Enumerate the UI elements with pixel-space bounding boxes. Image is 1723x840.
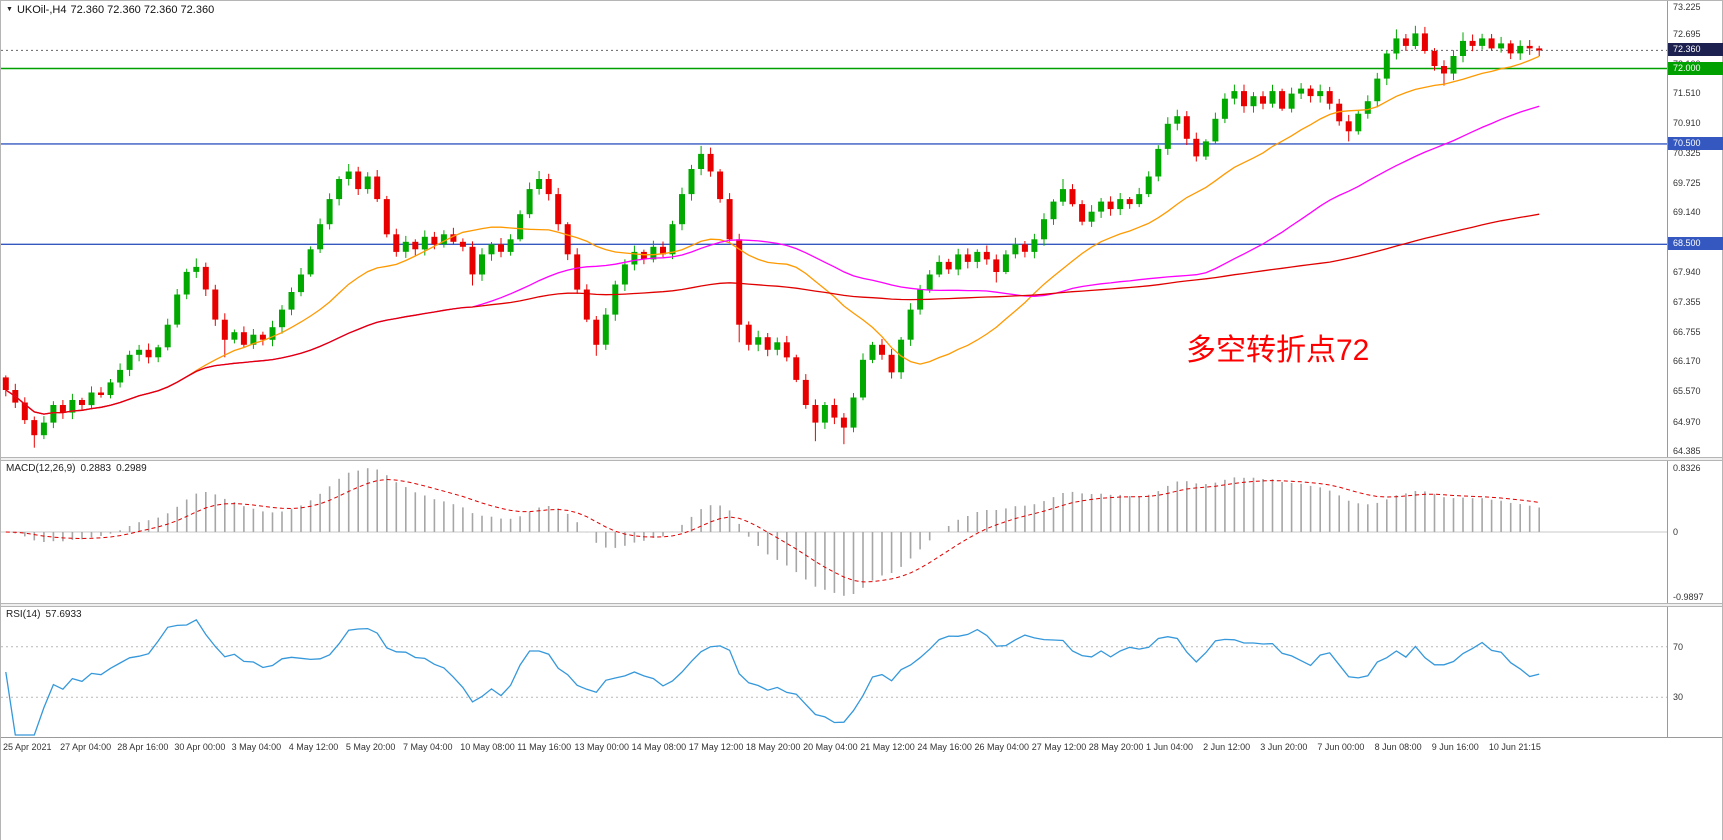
time-tick-label: 14 May 08:00 xyxy=(631,742,687,752)
rsi-plot-area[interactable] xyxy=(1,607,1669,737)
time-tick-label: 28 May 20:00 xyxy=(1088,742,1144,752)
time-tick-label: 1 Jun 04:00 xyxy=(1146,742,1194,752)
price-level-badge: 72.000 xyxy=(1668,61,1723,75)
bottom-spacer xyxy=(1,755,1722,840)
symbol-marker-icon: ▼ xyxy=(6,6,13,13)
price-tick-label: 72.695 xyxy=(1673,28,1701,39)
rsi-header: RSI(14) 57.6933 xyxy=(6,609,87,620)
time-tick-label: 28 Apr 16:00 xyxy=(117,742,169,752)
time-tick-label: 11 May 16:00 xyxy=(517,742,572,752)
time-tick-label: 7 May 04:00 xyxy=(403,742,453,752)
macd-indicator-panel: 0.8326 0 -0.9897 MACD(12,26,9) 0.2883 0.2989 xyxy=(1,461,1722,603)
panel-splitter[interactable] xyxy=(1,457,1722,461)
time-tick-label: 10 Jun 21:15 xyxy=(1488,742,1541,752)
price-tick-label: 65.570 xyxy=(1673,386,1701,397)
time-tick-label: 27 Apr 04:00 xyxy=(60,742,112,752)
chart-ohlc-values: 72.360 72.360 72.360 72.360 xyxy=(70,4,215,16)
price-level-badge: 70.500 xyxy=(1668,136,1723,150)
time-tick-label: 20 May 04:00 xyxy=(803,742,858,752)
rsi-level-label: 70 xyxy=(1673,641,1684,652)
time-tick-label: 3 Jun 20:00 xyxy=(1260,742,1308,752)
time-tick-label: 8 Jun 08:00 xyxy=(1374,742,1422,752)
time-tick-label: 4 May 12:00 xyxy=(288,742,339,752)
price-tick-label: 64.970 xyxy=(1673,416,1701,427)
macd-tick-label: -0.9897 xyxy=(1673,592,1704,602)
price-tick-label: 66.170 xyxy=(1673,356,1701,367)
time-tick-label: 5 May 20:00 xyxy=(345,742,396,752)
price-tick-label: 69.725 xyxy=(1673,177,1701,188)
chart-annotation-text[interactable]: 多空转折点72 xyxy=(1186,334,1370,367)
rsi-axis[interactable]: 70 30 xyxy=(1667,607,1722,737)
macd-plot-area[interactable] xyxy=(1,461,1669,603)
rsi-level-label: 30 xyxy=(1673,692,1684,703)
chart-symbol-title: UKOil-,H4 xyxy=(16,4,67,16)
time-tick-label: 21 May 12:00 xyxy=(860,742,915,752)
time-tick-label: 27 May 12:00 xyxy=(1031,742,1087,752)
price-tick-label: 70.910 xyxy=(1673,118,1701,129)
panel-splitter[interactable] xyxy=(1,603,1722,607)
time-tick-label: 25 Apr 2021 xyxy=(3,742,52,752)
price-tick-label: 69.140 xyxy=(1673,207,1701,218)
time-tick-label: 9 Jun 16:00 xyxy=(1431,742,1479,752)
candlestick-plot-area[interactable] xyxy=(1,1,1669,457)
time-tick-label: 26 May 04:00 xyxy=(974,742,1030,752)
price-tick-label: 66.755 xyxy=(1673,326,1701,337)
time-tick-label: 10 May 08:00 xyxy=(460,742,515,752)
time-tick-label: 24 May 16:00 xyxy=(917,742,972,752)
macd-value-signal: 0.2989 xyxy=(116,463,147,474)
price-tick-label: 67.940 xyxy=(1673,267,1701,278)
time-tick-label: 17 May 12:00 xyxy=(688,742,744,752)
macd-value-main: 0.2883 xyxy=(80,463,112,474)
rsi-indicator-panel: 70 30 RSI(14) 57.6933 xyxy=(1,607,1722,737)
rsi-label: RSI(14) xyxy=(6,609,41,620)
price-level-badge: 68.500 xyxy=(1668,237,1723,251)
macd-label: MACD(12,26,9) xyxy=(6,463,76,474)
chart-header: ▼ UKOil-,H4 72.360 72.360 72.360 72.360 xyxy=(6,4,218,16)
time-tick-label: 13 May 00:00 xyxy=(574,742,630,752)
rsi-value: 57.6933 xyxy=(45,609,82,620)
price-axis[interactable]: 73.22572.69572.10071.51070.91070.32569.7… xyxy=(1667,1,1723,457)
macd-tick-label: 0.8326 xyxy=(1673,463,1701,473)
time-tick-label: 2 Jun 12:00 xyxy=(1203,742,1251,752)
macd-axis[interactable]: 0.8326 0 -0.9897 xyxy=(1667,461,1722,603)
price-tick-label: 67.355 xyxy=(1673,296,1701,307)
macd-tick-label: 0 xyxy=(1673,527,1679,538)
price-tick-label: 73.225 xyxy=(1673,2,1701,12)
price-tick-label: 70.325 xyxy=(1673,147,1701,158)
price-tick-label: 64.385 xyxy=(1673,446,1701,456)
main-chart-panel: 73.22572.69572.10071.51070.91070.32569.7… xyxy=(1,1,1723,457)
macd-header: MACD(12,26,9) 0.2883 0.2989 xyxy=(6,463,152,474)
time-tick-label: 30 Apr 00:00 xyxy=(174,742,226,752)
time-tick-label: 3 May 04:00 xyxy=(231,742,282,752)
current-price-badge: 72.360 xyxy=(1668,43,1723,57)
time-tick-label: 7 Jun 00:00 xyxy=(1317,742,1365,752)
price-tick-label: 71.510 xyxy=(1673,88,1701,99)
time-tick-label: 18 May 20:00 xyxy=(745,742,801,752)
time-axis[interactable]: 25 Apr 2021 27 Apr 04:00 28 Apr 16:00 30 Ap… xyxy=(1,737,1722,755)
